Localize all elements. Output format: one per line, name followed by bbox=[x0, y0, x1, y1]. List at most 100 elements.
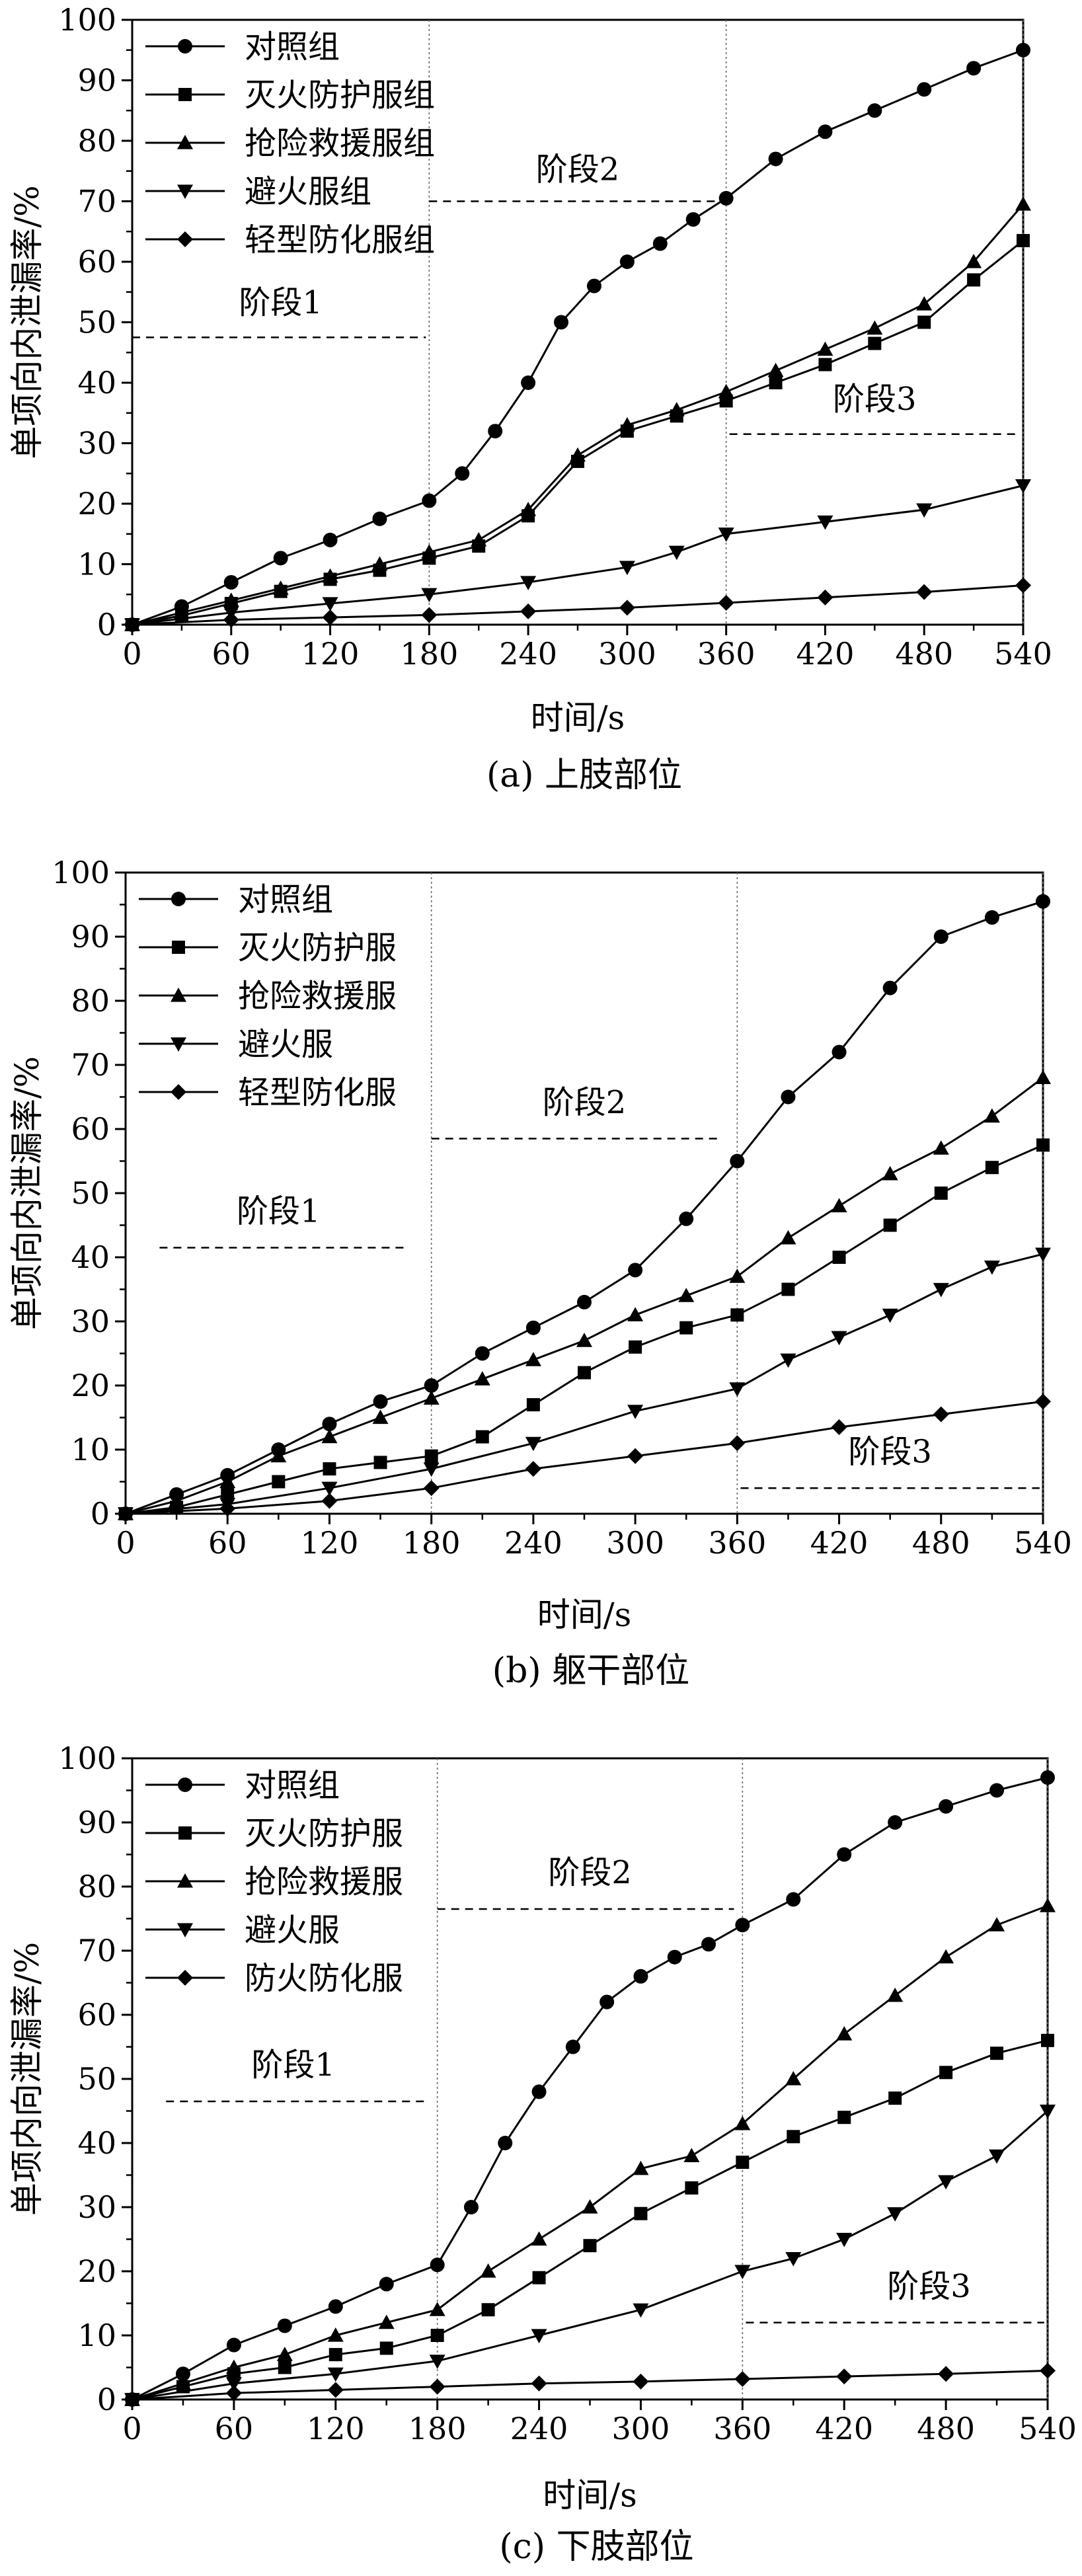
panel-b-series-1-marker bbox=[984, 910, 999, 925]
panel-b-series-4-marker bbox=[321, 1481, 338, 1497]
panel-c-series-4-marker bbox=[734, 2265, 751, 2279]
panel-b-x-axis-label: 时间/s bbox=[537, 1596, 632, 1634]
panel-c-xtick-label: 60 bbox=[215, 2411, 254, 2446]
panel-c-series-2-marker bbox=[583, 2239, 597, 2253]
panel-b-series-2-marker bbox=[730, 1308, 744, 1322]
panel-b-series-3-marker bbox=[678, 1288, 695, 1302]
panel-a-series-4-marker bbox=[916, 503, 933, 518]
panel-b-series-1-marker bbox=[933, 929, 948, 944]
panel-b-stage2-label: 阶段2 bbox=[543, 1084, 627, 1121]
panel-a-xtick-label: 240 bbox=[499, 636, 557, 672]
panel-b-ytick-label: 40 bbox=[71, 1239, 110, 1275]
panel-b-stage1-label: 阶段1 bbox=[237, 1193, 321, 1230]
panel-c-series-2-marker bbox=[430, 2329, 444, 2342]
panel-b-series-3-marker bbox=[525, 1352, 541, 1366]
panel-a-legend-marker-4 bbox=[177, 184, 193, 199]
panel-a-caption: (a) 上肢部位 bbox=[486, 756, 682, 795]
panel-c-series-4-marker bbox=[887, 2207, 904, 2222]
panel-c-series-2-marker bbox=[685, 2181, 699, 2195]
panel-c-series-1-marker bbox=[565, 2039, 580, 2054]
panel-c-legend-label-4: 避火服 bbox=[245, 1912, 340, 1949]
panel-c-xtick-label: 360 bbox=[713, 2411, 771, 2446]
panel-a-stage3-label: 阶段3 bbox=[833, 381, 917, 418]
panel-a-series-1-marker bbox=[521, 375, 536, 390]
panel-a-series-5-marker bbox=[1015, 577, 1031, 594]
panel-c-series-1-marker bbox=[328, 2299, 343, 2314]
panel-c-stage2-label: 阶段2 bbox=[548, 1854, 632, 1891]
panel-a-series-4-marker bbox=[1015, 479, 1031, 494]
panel-a-series-5 bbox=[124, 577, 1031, 633]
panel-c-stage1-label: 阶段1 bbox=[251, 2047, 335, 2084]
panel-c-series-4-marker bbox=[633, 2303, 649, 2318]
panel-c-series-2-marker bbox=[634, 2206, 648, 2220]
panel-a-legend-marker-5 bbox=[177, 231, 193, 247]
panel-b-series-5-marker bbox=[831, 1419, 847, 1436]
panel-b-series-1-marker bbox=[475, 1346, 490, 1361]
panel-c-series-3-marker bbox=[480, 2263, 496, 2278]
panel-a-series-1-marker bbox=[619, 254, 635, 269]
panel-c-legend-label-5: 防火防化服 bbox=[245, 1960, 403, 1997]
panel-b-xtick-label: 540 bbox=[1014, 1525, 1072, 1561]
panel-b-series-4-marker bbox=[1035, 1247, 1051, 1263]
panel-c-xtick-label: 180 bbox=[408, 2411, 467, 2446]
panel-b-legend-marker-3 bbox=[171, 988, 186, 1002]
panel-c-series-1-marker bbox=[1040, 1770, 1055, 1785]
panel-b-series-3-marker bbox=[270, 1448, 287, 1463]
panel-c-series-2-marker bbox=[379, 2341, 393, 2355]
panel-b-xtick-label: 0 bbox=[116, 1525, 135, 1561]
panel-c-ytick-label: 100 bbox=[58, 1740, 116, 1776]
panel-a-series-3-marker bbox=[817, 341, 833, 356]
panel-c-series-5-marker bbox=[225, 2385, 242, 2401]
panel-c-series-3-marker bbox=[225, 2359, 242, 2374]
panel-a-series-1-marker bbox=[488, 424, 503, 439]
panel-b-xtick-label: 240 bbox=[504, 1525, 562, 1561]
panel-a-series-3-marker bbox=[371, 556, 388, 571]
panel-c-ytick-label: 30 bbox=[77, 2189, 116, 2225]
panel-c-series-5-marker bbox=[836, 2368, 853, 2385]
panel-c-series-1-marker bbox=[175, 2366, 190, 2382]
panel-b-series-5-marker bbox=[1035, 1393, 1051, 1410]
panel-c-legend-label-3: 抢险救援服 bbox=[245, 1863, 403, 1900]
panel-b-ytick-label: 100 bbox=[52, 855, 110, 890]
panel-b-series-4-marker bbox=[525, 1436, 541, 1452]
panel-c-series-1-marker bbox=[667, 1949, 682, 1965]
panel-b-xtick-label: 300 bbox=[606, 1525, 664, 1561]
panel-c-legend-marker-1 bbox=[178, 1777, 192, 1792]
panel-c-series-1-marker bbox=[837, 1847, 852, 1862]
panel-b-series-3-marker bbox=[169, 1493, 185, 1508]
panel-c-series-1-marker bbox=[888, 1815, 903, 1830]
panel-a-series-1-line bbox=[132, 49, 1024, 626]
panel-b-legend-label-5: 轻型防化服 bbox=[238, 1074, 397, 1111]
panel-c-series-3-marker bbox=[531, 2231, 547, 2246]
panel-b-series-2-marker bbox=[526, 1398, 540, 1412]
panel-a-series-1-marker bbox=[273, 551, 288, 566]
panel-c-ytick-label: 80 bbox=[77, 1869, 116, 1904]
panel-b-series-2-marker bbox=[578, 1366, 591, 1380]
panel-a-ytick-label: 70 bbox=[77, 184, 116, 219]
panel-b-series-2-marker bbox=[373, 1456, 387, 1469]
panel-c-series-3 bbox=[124, 1898, 1056, 2406]
panel-b-series-3-marker bbox=[474, 1371, 490, 1386]
panel-b-series-2-marker bbox=[934, 1187, 948, 1200]
panel-c-series-3-marker bbox=[887, 1987, 904, 2002]
panel-c-legend-marker-3 bbox=[177, 1873, 193, 1888]
panel-a-xtick-label: 180 bbox=[400, 636, 458, 672]
panel-a-ytick-label: 10 bbox=[77, 547, 116, 582]
panel-b-legend-label-2: 灭火防护服 bbox=[238, 929, 397, 966]
panel-b-series-3-marker bbox=[423, 1390, 440, 1405]
panel-c-series-2-marker bbox=[939, 2066, 953, 2080]
panel-c-ytick-label: 40 bbox=[77, 2125, 116, 2161]
panel-c-series-4-marker bbox=[938, 2175, 954, 2190]
panel-a-series-4-marker bbox=[520, 576, 537, 590]
panel-c-xtick-label: 120 bbox=[307, 2411, 365, 2446]
panel-b-series-1-marker bbox=[628, 1263, 643, 1278]
panel-b-series-1-marker bbox=[322, 1417, 337, 1432]
panel-c-series-3-marker bbox=[582, 2199, 598, 2214]
panel-c-xtick-label: 240 bbox=[510, 2411, 568, 2446]
panel-c-series-2-marker bbox=[1041, 2033, 1054, 2047]
panel-a-stage2-label: 阶段2 bbox=[536, 151, 620, 188]
panel-c-series-3-marker bbox=[174, 2375, 191, 2390]
panel-b-chart: 0 60 120 180 240 300 360 420 480 540 0 10 20 30 40 50 60… bbox=[8, 855, 1072, 1691]
panel-c-series-1-marker bbox=[430, 2257, 445, 2273]
